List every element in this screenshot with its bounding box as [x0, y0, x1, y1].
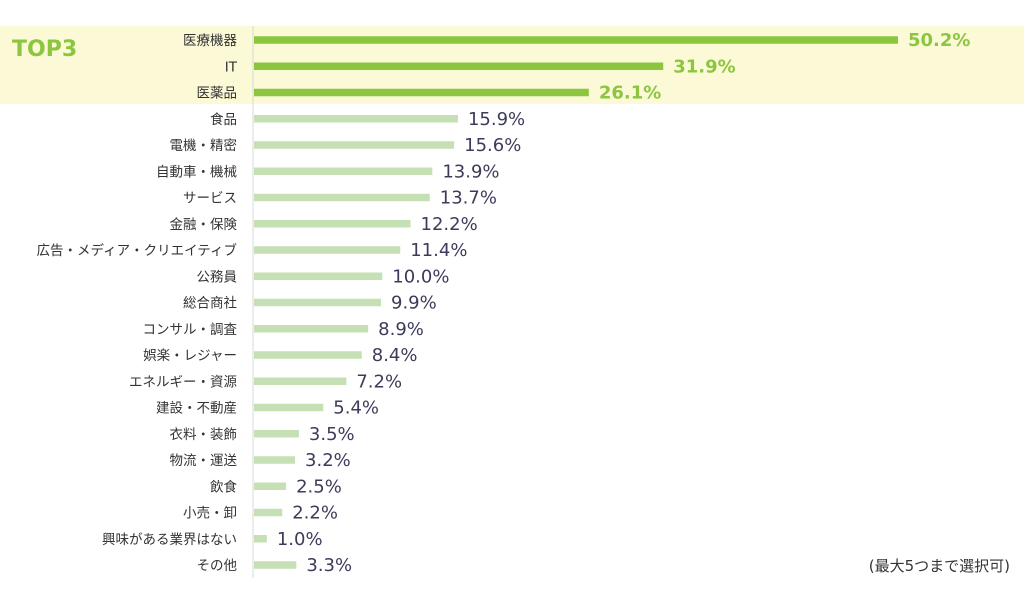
category-label: エネルギー・資源 [129, 374, 237, 390]
bar [254, 403, 324, 412]
category-label: 興味がある業界はない [102, 532, 237, 548]
category-label: 金融・保険 [170, 217, 238, 233]
bar [254, 246, 401, 254]
value-label: 50.2% [908, 30, 970, 51]
category-label: 娯楽・レジャー [143, 348, 237, 364]
category-label: 小売・卸 [183, 506, 237, 522]
category-label: 総合商社 [183, 296, 237, 312]
bar [254, 167, 433, 175]
bar [254, 88, 589, 97]
category-label: 医療機器 [183, 32, 237, 49]
category-label: IT [225, 59, 238, 75]
category-label: 医薬品 [197, 86, 238, 102]
value-label: 2.5% [296, 476, 342, 497]
bar [254, 561, 297, 569]
value-label: 3.5% [309, 424, 355, 445]
selection-note: (最大5つまで選択可) [869, 557, 1010, 575]
category-label: 飲食 [210, 478, 237, 495]
bar [254, 351, 362, 359]
value-label: 15.6% [464, 135, 521, 156]
category-label: 衣料・装飾 [170, 427, 238, 443]
bar [254, 482, 287, 490]
bar [254, 62, 664, 70]
value-label: 1.0% [277, 529, 323, 550]
value-label: 8.9% [378, 319, 424, 340]
category-label: 建設・不動産 [156, 401, 237, 417]
category-label: 食品 [210, 111, 237, 128]
top3-label: TOP3 [12, 37, 77, 62]
category-label: 公務員 [197, 269, 238, 285]
category-label: サービス [183, 191, 237, 207]
value-label: 9.9% [391, 293, 437, 314]
value-label: 13.9% [442, 161, 499, 182]
value-label: 7.2% [356, 371, 402, 392]
bar [254, 456, 296, 464]
bar [254, 272, 383, 280]
bar [254, 535, 267, 543]
bar [254, 220, 411, 228]
bars-group: 医療機器 50.2% IT 31.9% 医薬品 26.1% 食品 15.9% 電機・精密 15.6… [37, 30, 971, 576]
category-label: 電機・精密 [170, 137, 238, 154]
value-label: 10.0% [392, 266, 449, 287]
value-label: 3.3% [306, 555, 352, 576]
bar [254, 508, 283, 517]
bar [254, 193, 430, 202]
value-label: 3.2% [305, 450, 351, 471]
category-label: その他 [197, 558, 238, 574]
bar [254, 430, 299, 438]
category-label: 自動車・機械 [156, 164, 237, 180]
value-label: 5.4% [333, 398, 379, 419]
value-label: 31.9% [673, 56, 735, 77]
value-label: 15.9% [468, 109, 525, 130]
value-label: 26.1% [599, 83, 661, 104]
bar [254, 298, 382, 307]
value-label: 13.7% [440, 188, 497, 209]
value-label: 12.2% [421, 214, 478, 235]
bar [254, 377, 347, 385]
value-label: 2.2% [292, 503, 338, 524]
bar [254, 36, 898, 44]
category-label: コンサル・調査 [143, 322, 238, 338]
value-label: 8.4% [372, 345, 418, 366]
bar [254, 325, 369, 333]
bar [254, 141, 455, 149]
bar [254, 115, 458, 123]
category-label: 広告・メディア・クリエイティブ [37, 242, 238, 259]
value-label: 11.4% [410, 240, 467, 261]
category-label: 物流・運送 [170, 453, 238, 469]
